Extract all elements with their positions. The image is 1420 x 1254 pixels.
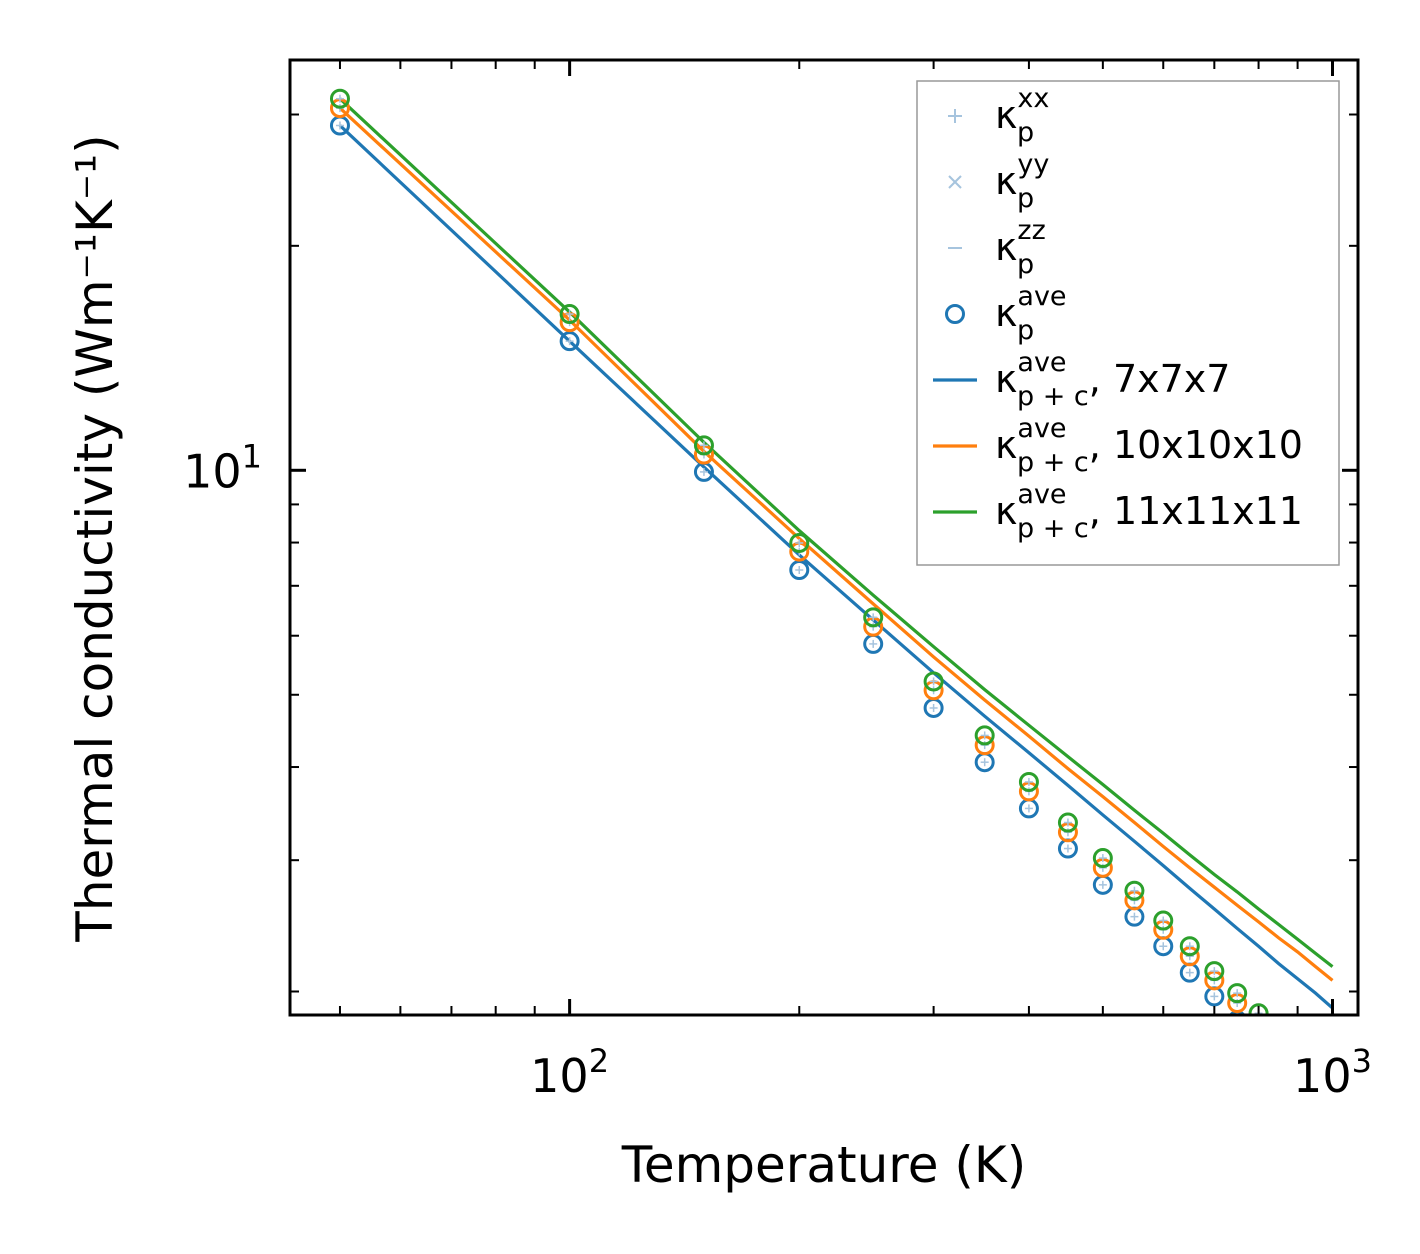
tick-exponent: 2: [589, 1042, 609, 1080]
y-axis-label: Thermal conductivity (Wm⁻¹K⁻¹): [66, 134, 124, 942]
legend-suffix: , 7x7x7: [1089, 357, 1231, 401]
legend-subscript: p: [1017, 315, 1034, 346]
tick-base: 10: [530, 1049, 589, 1103]
point-kappa-ave-11x11x11: [559, 304, 580, 325]
series-line-7x7x7: [338, 124, 1334, 1010]
point-kappa-ave-11x11x11: [1092, 848, 1113, 869]
legend-entry-label: κzz p: [995, 215, 1046, 280]
legend-kappa: κ: [995, 159, 1017, 203]
legend-circle-marker: [945, 304, 965, 324]
legend-kappa: κ: [995, 357, 1017, 401]
legend-kappa: κ: [995, 225, 1017, 269]
series-line-11x11x11: [338, 97, 1334, 968]
legend-superscript: zz: [1017, 215, 1045, 246]
x-tick-label: 102: [530, 1042, 609, 1103]
point-kappa-ave-11x11x11: [863, 607, 884, 628]
tick-base: 10: [1293, 1049, 1352, 1103]
legend-x-marker: [948, 175, 962, 189]
point-kappa-ave-11x11x11: [1227, 983, 1248, 1004]
legend-superscript: ave: [1017, 479, 1066, 510]
legend-superscript: ave: [1017, 281, 1066, 312]
plot-frame: [288, 58, 1360, 1017]
point-kappa-ave-11x11x11: [923, 671, 944, 692]
legend-entry-label: κave p + c, 11x11x11: [995, 479, 1303, 544]
plot-area: [329, 88, 1334, 1015]
legend-entry-label: κxx p: [995, 83, 1049, 148]
point-kappa-ave-11x11x11: [1018, 771, 1039, 792]
point-kappa-ave-11x11x11: [1179, 936, 1200, 957]
point-kappa-ave-11x11x11: [329, 88, 350, 109]
legend-superscript: ave: [1017, 347, 1066, 378]
point-kappa-ave-11x11x11: [1153, 910, 1174, 931]
legend-subscript: p + c: [1017, 447, 1089, 478]
legend-kappa: κ: [995, 423, 1017, 467]
legend-suffix: , 10x10x10: [1089, 423, 1303, 467]
legend-subscript: p: [1017, 249, 1034, 280]
legend-suffix: , 11x11x11: [1089, 489, 1303, 533]
legend-kappa: κ: [995, 93, 1017, 137]
legend-subscript: p: [1017, 117, 1034, 148]
x-axis-label: Temperature (K): [621, 1136, 1026, 1194]
point-kappa-ave-11x11x11: [1204, 961, 1225, 982]
series-line-10x10x10: [338, 106, 1334, 982]
legend-entry-label: κave p + c, 7x7x7: [995, 347, 1230, 412]
legend-entry-label: κyy p: [995, 149, 1049, 214]
legend-superscript: yy: [1017, 149, 1049, 180]
legend-superscript: ave: [1017, 413, 1066, 444]
point-kappa-ave-11x11x11: [789, 532, 810, 553]
tick-exponent: 1: [242, 437, 262, 475]
legend-subscript: p: [1017, 183, 1034, 214]
legend-entry-label: κave p + c, 10x10x10: [995, 413, 1303, 478]
tick-base: 10: [183, 444, 242, 498]
legend-kappa: κ: [995, 291, 1017, 335]
point-kappa-ave-11x11x11: [974, 725, 995, 746]
point-kappa-ave-11x11x11: [1248, 1003, 1269, 1015]
point-kappa-ave-11x11x11: [693, 435, 714, 456]
legend-box: [916, 80, 1340, 566]
legend-entry-label: κave p: [995, 281, 1067, 346]
tick-exponent: 3: [1352, 1042, 1372, 1080]
legend-kappa: κ: [995, 489, 1017, 533]
legend-subscript: p + c: [1017, 381, 1089, 412]
y-tick-label: 101: [183, 437, 262, 498]
legend-subscript: p + c: [1017, 513, 1089, 544]
point-kappa-ave-11x11x11: [1124, 880, 1145, 901]
x-tick-label: 103: [1293, 1042, 1372, 1103]
point-kappa-ave-7x7x7: [559, 331, 580, 352]
point-kappa-ave-11x11x11: [1057, 812, 1078, 833]
legend-superscript: xx: [1017, 83, 1049, 114]
